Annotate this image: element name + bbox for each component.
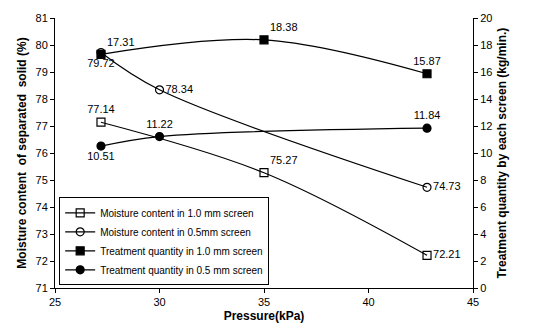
svg-text:81: 81 <box>36 12 48 24</box>
svg-text:73: 73 <box>36 228 48 240</box>
svg-text:Moisture content of separated: Moisture content of separated solid (%) <box>15 37 29 268</box>
svg-text:Treatment quantity by each scr: Treatment quantity by each screen (kg/mi… <box>495 28 509 279</box>
svg-text:79.72: 79.72 <box>87 57 115 69</box>
svg-text:11.22: 11.22 <box>146 118 173 130</box>
svg-text:6: 6 <box>480 201 486 213</box>
svg-text:Pressure(kPa): Pressure(kPa) <box>224 309 305 323</box>
svg-text:17.31: 17.31 <box>107 36 135 48</box>
svg-text:77: 77 <box>36 120 48 132</box>
svg-text:71: 71 <box>36 282 48 294</box>
svg-text:76: 76 <box>36 147 48 159</box>
svg-text:0: 0 <box>480 282 486 294</box>
svg-text:12: 12 <box>480 120 492 132</box>
svg-text:Treatment quantity in 0.5 mm s: Treatment quantity in 0.5 mm screen <box>100 265 262 276</box>
svg-text:20: 20 <box>480 12 492 24</box>
svg-text:15.87: 15.87 <box>413 55 441 67</box>
svg-text:80: 80 <box>36 39 48 51</box>
svg-text:14: 14 <box>480 93 492 105</box>
svg-text:30: 30 <box>153 296 165 308</box>
svg-text:18.38: 18.38 <box>270 21 298 33</box>
svg-text:10: 10 <box>480 147 492 159</box>
svg-text:78.34: 78.34 <box>166 83 194 95</box>
svg-text:77.14: 77.14 <box>87 103 115 115</box>
svg-text:72: 72 <box>36 255 48 267</box>
svg-text:25: 25 <box>49 296 61 308</box>
svg-text:75.27: 75.27 <box>270 154 298 166</box>
svg-text:74.73: 74.73 <box>433 180 461 192</box>
svg-text:18: 18 <box>480 39 492 51</box>
svg-text:72.21: 72.21 <box>433 248 461 260</box>
svg-text:8: 8 <box>480 174 486 186</box>
svg-text:2: 2 <box>480 255 486 267</box>
svg-text:75: 75 <box>36 174 48 186</box>
svg-text:Treatment quantity in 1.0 mm s: Treatment quantity in 1.0 mm screen <box>100 246 262 257</box>
svg-text:4: 4 <box>480 228 486 240</box>
svg-text:35: 35 <box>258 296 270 308</box>
svg-text:Moisture content in 0.5mm scre: Moisture content in 0.5mm screen <box>100 227 251 238</box>
svg-text:Moisture content in 1.0 mm scr: Moisture content in 1.0 mm screen <box>100 208 253 219</box>
svg-text:40: 40 <box>362 296 374 308</box>
svg-text:10.51: 10.51 <box>87 150 115 162</box>
svg-text:74: 74 <box>36 201 48 213</box>
svg-text:16: 16 <box>480 66 492 78</box>
svg-text:79: 79 <box>36 66 48 78</box>
svg-text:45: 45 <box>467 296 479 308</box>
svg-text:78: 78 <box>36 93 48 105</box>
svg-text:11.84: 11.84 <box>414 109 441 121</box>
